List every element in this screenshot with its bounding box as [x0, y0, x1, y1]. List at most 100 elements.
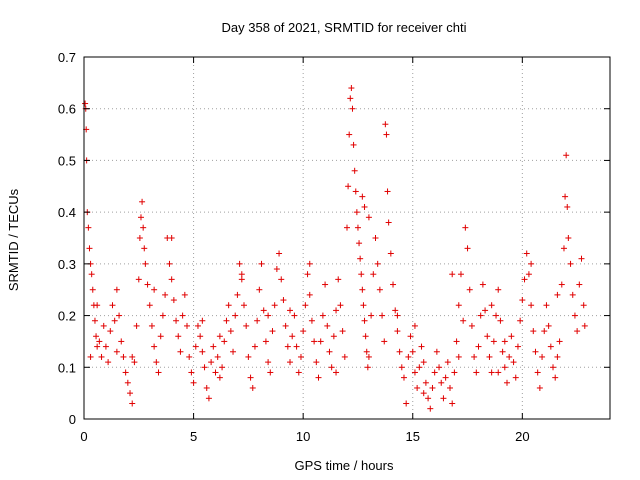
data-point: [181, 291, 188, 298]
data-point: [497, 317, 504, 324]
data-point: [192, 343, 199, 350]
data-point: [199, 348, 206, 355]
data-point: [170, 297, 177, 304]
data-point: [315, 374, 322, 381]
data-point: [212, 369, 219, 376]
data-point: [287, 359, 294, 366]
data-point: [499, 348, 506, 355]
data-point: [153, 359, 160, 366]
data-point: [140, 224, 147, 231]
data-point: [411, 322, 418, 329]
data-point: [328, 364, 335, 371]
data-point: [94, 343, 101, 350]
data-point: [390, 281, 397, 288]
plot-frame: [83, 56, 611, 420]
data-point: [567, 260, 574, 267]
y-tick-label: 0.5: [58, 153, 76, 168]
x-axis-label: GPS time / hours: [295, 458, 394, 473]
data-point: [503, 379, 510, 386]
data-point: [384, 188, 391, 195]
data-point: [304, 271, 311, 278]
data-point: [348, 85, 355, 92]
data-point: [141, 245, 148, 252]
data-point: [133, 322, 140, 329]
data-point: [111, 317, 118, 324]
data-point: [514, 343, 521, 350]
data-point: [326, 348, 333, 355]
data-point: [464, 245, 471, 252]
data-point: [361, 317, 368, 324]
data-point: [262, 338, 269, 345]
data-point: [554, 291, 561, 298]
x-tick-label: 10: [296, 429, 310, 444]
data-point: [495, 286, 502, 293]
data-point: [346, 131, 353, 138]
data-point: [508, 333, 515, 340]
data-point: [113, 348, 120, 355]
data-point: [466, 286, 473, 293]
data-point: [344, 224, 350, 231]
data-point: [87, 353, 94, 360]
data-points: [82, 85, 588, 412]
data-point: [493, 312, 500, 319]
data-point: [532, 348, 539, 355]
data-point: [129, 400, 136, 407]
data-point: [379, 312, 386, 319]
data-point: [411, 369, 418, 376]
data-point: [302, 302, 309, 309]
data-point: [376, 286, 383, 293]
data-point: [356, 240, 363, 247]
data-point: [293, 343, 300, 350]
data-point: [563, 152, 570, 159]
data-point: [574, 328, 581, 335]
data-point: [271, 302, 278, 309]
data-point: [216, 374, 223, 381]
data-point: [260, 307, 267, 314]
data-point: [405, 353, 412, 360]
data-point: [517, 317, 524, 324]
data-point: [580, 302, 587, 309]
data-point: [232, 312, 239, 319]
data-point: [146, 302, 153, 309]
data-point: [136, 235, 143, 241]
data-point: [197, 333, 204, 340]
data-point: [560, 245, 567, 252]
data-point: [539, 353, 546, 360]
data-point: [129, 353, 136, 360]
data-point: [142, 260, 149, 267]
data-point: [210, 343, 217, 350]
data-point: [113, 286, 120, 293]
data-point: [534, 369, 541, 376]
data-point: [528, 260, 535, 267]
data-point: [477, 312, 484, 319]
data-point: [361, 203, 368, 210]
data-point: [442, 374, 449, 381]
data-point: [291, 312, 298, 319]
data-point: [287, 307, 294, 314]
data-point: [96, 338, 103, 345]
data-point: [495, 369, 502, 376]
data-point: [556, 338, 563, 345]
data-point: [184, 322, 191, 329]
data-point: [199, 317, 206, 324]
data-point: [194, 322, 201, 329]
data-point: [116, 312, 123, 319]
data-point: [506, 353, 513, 360]
data-point: [349, 105, 356, 112]
data-point: [168, 276, 175, 283]
data-point: [455, 302, 462, 309]
data-point: [151, 343, 158, 350]
data-point: [523, 250, 530, 257]
data-point: [337, 302, 344, 309]
data-point: [569, 291, 576, 298]
data-point: [543, 302, 550, 309]
data-point: [324, 322, 331, 329]
data-point: [416, 364, 423, 371]
data-point: [118, 338, 125, 345]
data-point: [282, 322, 289, 329]
data-point: [374, 260, 381, 267]
data-point: [547, 343, 554, 350]
data-point: [85, 224, 92, 231]
data-point: [382, 121, 389, 128]
data-point: [341, 353, 348, 360]
